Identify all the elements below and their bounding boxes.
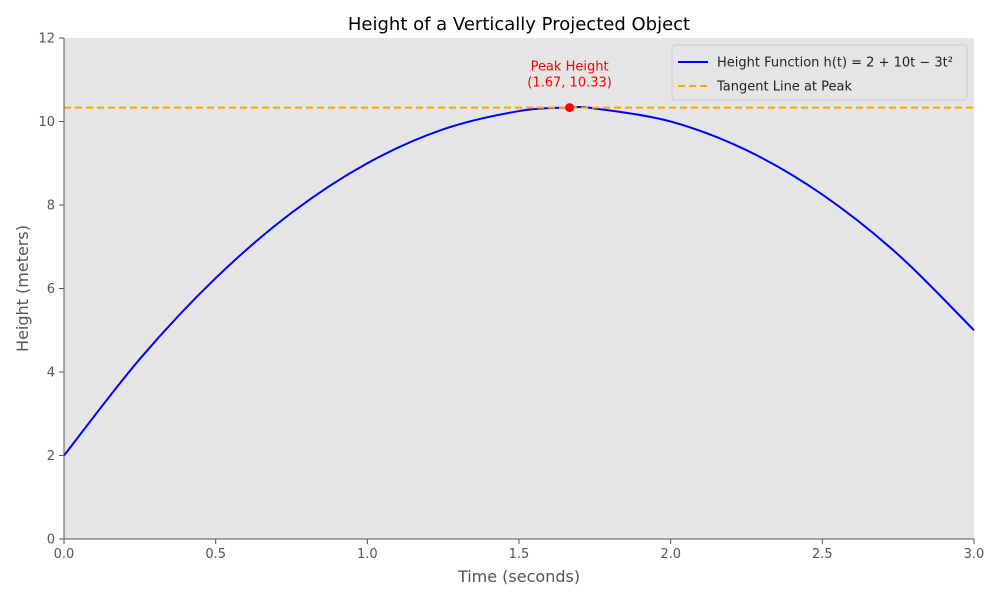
- x-tick-label: 0.5: [205, 547, 226, 562]
- x-axis-title: Time (seconds): [457, 567, 580, 586]
- legend: Height Function h(t) = 2 + 10t − 3t² Tan…: [671, 44, 968, 101]
- x-tick-label: 1.5: [509, 547, 530, 562]
- y-tick-label: 0: [47, 533, 55, 548]
- legend-label-height: Height Function h(t) = 2 + 10t − 3t²: [717, 56, 953, 71]
- annotation-peak-label: Peak Height: [531, 60, 609, 75]
- series-layer: [63, 105, 975, 457]
- y-tick-label: 4: [47, 366, 55, 381]
- legend-box: [671, 44, 968, 101]
- x-tick-label: 2.0: [660, 547, 681, 562]
- y-tick-label: 6: [47, 282, 55, 297]
- y-tick-label: 8: [47, 199, 55, 214]
- y-tick-label: 10: [38, 115, 55, 130]
- x-tick-label: 1.0: [357, 547, 378, 562]
- y-tick-label: 2: [47, 449, 55, 464]
- peak-point-marker: [565, 103, 575, 113]
- y-tick-label: 12: [38, 32, 55, 47]
- chart-title: Height of a Vertically Projected Object: [348, 14, 690, 35]
- y-axis-title: Height (meters): [13, 225, 32, 352]
- legend-label-tangent: Tangent Line at Peak: [716, 80, 852, 95]
- axis-ticks: 0.0 0.5 1.0 1.5 2.0 2.5 3.0 0 2 4 6 8 10 12: [38, 32, 984, 563]
- series-line-height-function: [63, 105, 975, 457]
- plot-area: [64, 38, 974, 539]
- annotation-peak-coords: (1.67, 10.33): [527, 76, 612, 91]
- x-tick-label: 2.5: [812, 547, 833, 562]
- x-tick-label: 0.0: [54, 547, 75, 562]
- point-marks: [565, 103, 575, 113]
- x-tick-label: 3.0: [964, 547, 985, 562]
